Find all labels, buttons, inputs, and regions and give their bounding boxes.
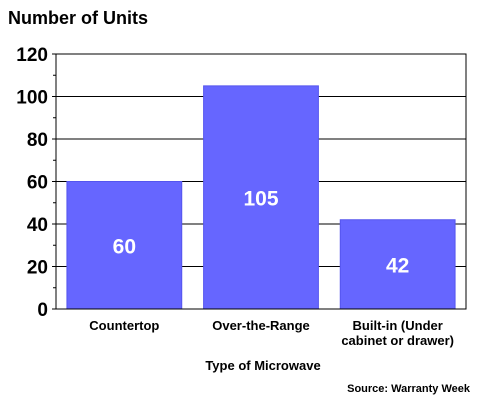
y-tick-label-40: 40: [27, 215, 48, 236]
y-tick-label-100: 100: [16, 88, 48, 109]
y-tick-label-80: 80: [27, 130, 48, 151]
y-tick-label-0: 0: [37, 300, 48, 321]
category-labels: Countertop Over-the-Range Built-in (Underc…: [89, 318, 454, 348]
category-label-1: Over-the-Range: [212, 318, 310, 333]
data-labels: 60 105 42: [113, 187, 410, 277]
category-label-0: Countertop: [89, 318, 159, 333]
plot-area-frame: [55, 53, 467, 310]
source-note: Source: Warranty Week: [347, 383, 471, 395]
data-label-1: 105: [243, 187, 278, 210]
y-tick-labels: 0 20 40 60 80 100 120: [16, 45, 48, 321]
data-label-2: 42: [386, 254, 409, 277]
y-tick-label-120: 120: [16, 45, 48, 66]
chart-title: Number of Units: [8, 8, 148, 28]
category-label-2-line-0: Built-in (Under: [353, 318, 443, 333]
axes: [52, 53, 467, 310]
y-tick-label-20: 20: [27, 258, 48, 279]
x-axis-title: Type of Microwave: [205, 358, 320, 373]
bar-1: [203, 85, 319, 310]
bars: [66, 85, 456, 310]
bar-2: [339, 219, 456, 310]
y-tick-label-60: 60: [27, 173, 48, 194]
category-label-2-line-1: cabinet or drawer): [341, 333, 454, 348]
data-label-0: 60: [113, 235, 136, 258]
